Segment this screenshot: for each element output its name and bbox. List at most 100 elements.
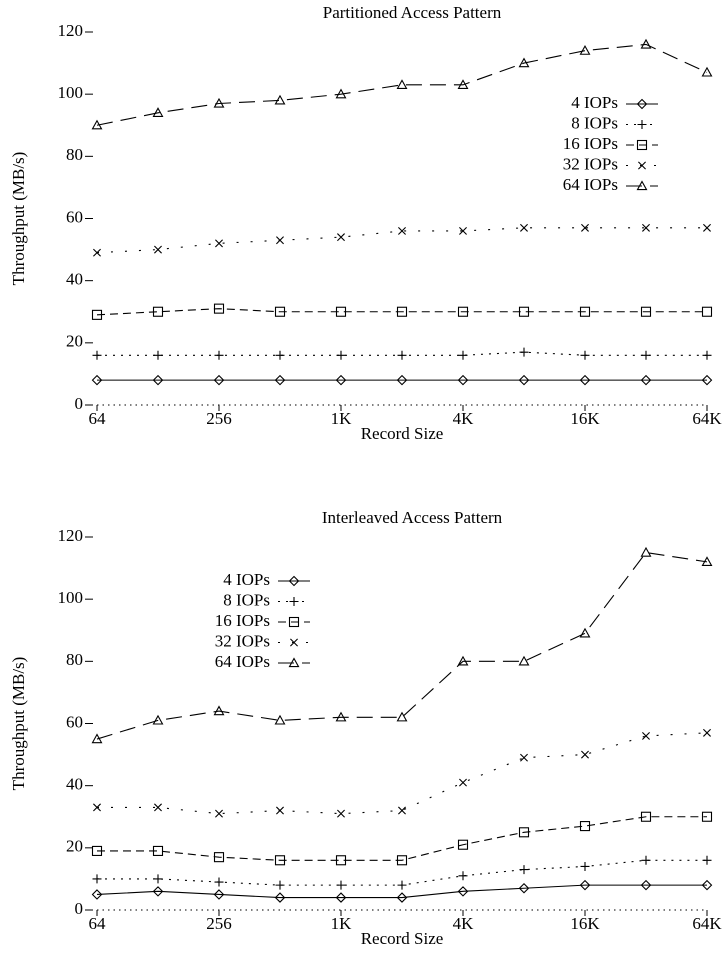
marker bbox=[154, 803, 162, 812]
marker bbox=[335, 711, 347, 722]
y-tick-label: 80 bbox=[66, 145, 83, 164]
legend-label: 4 IOPs bbox=[571, 93, 618, 112]
marker bbox=[335, 374, 347, 386]
marker bbox=[459, 226, 467, 235]
x-tick-label: 16K bbox=[570, 409, 600, 428]
y-tick-label: 60 bbox=[66, 712, 83, 731]
legend-label: 32 IOPs bbox=[215, 631, 270, 650]
marker bbox=[518, 882, 530, 894]
y-tick-label: 0 bbox=[75, 899, 84, 918]
marker bbox=[579, 306, 591, 317]
marker bbox=[335, 855, 347, 866]
marker bbox=[457, 374, 469, 386]
marker bbox=[396, 855, 408, 866]
chart-title: Partitioned Access Pattern bbox=[323, 3, 502, 22]
marker bbox=[701, 879, 713, 891]
marker bbox=[152, 886, 164, 897]
series-line bbox=[96, 551, 708, 740]
marker bbox=[702, 855, 712, 865]
y-tick-label: 40 bbox=[66, 270, 83, 289]
marker bbox=[213, 374, 225, 386]
legend-marker bbox=[288, 616, 300, 628]
y-tick-label: 60 bbox=[66, 207, 83, 226]
marker bbox=[213, 97, 225, 108]
marker bbox=[640, 879, 652, 891]
legend-label: 4 IOPs bbox=[223, 570, 270, 589]
y-tick-label: 40 bbox=[66, 775, 83, 794]
marker bbox=[458, 350, 468, 360]
marker bbox=[214, 350, 224, 360]
marker bbox=[702, 350, 712, 360]
marker bbox=[276, 806, 284, 815]
marker bbox=[396, 374, 408, 386]
marker bbox=[153, 350, 163, 360]
series-line bbox=[96, 308, 707, 316]
marker bbox=[335, 892, 347, 903]
marker bbox=[397, 350, 407, 360]
marker bbox=[642, 731, 650, 740]
marker bbox=[337, 809, 345, 818]
marker bbox=[641, 350, 651, 360]
marker bbox=[579, 45, 591, 55]
marker bbox=[398, 806, 406, 815]
marker bbox=[457, 306, 469, 317]
marker bbox=[640, 374, 652, 386]
marker bbox=[337, 233, 345, 242]
y-tick-label: 100 bbox=[58, 83, 84, 102]
marker bbox=[336, 880, 346, 890]
marker bbox=[335, 88, 347, 99]
series-line bbox=[97, 732, 708, 815]
marker bbox=[579, 821, 591, 832]
x-tick-label: 256 bbox=[206, 409, 232, 428]
x-tick-label: 64K bbox=[692, 409, 722, 428]
marker bbox=[581, 750, 589, 759]
marker bbox=[458, 871, 468, 881]
marker bbox=[701, 306, 713, 317]
y-tick-label: 20 bbox=[66, 332, 83, 351]
marker bbox=[579, 879, 591, 891]
legend-label: 8 IOPs bbox=[223, 590, 270, 609]
marker bbox=[274, 306, 286, 317]
series-line bbox=[96, 884, 707, 899]
marker bbox=[579, 627, 591, 638]
marker bbox=[154, 245, 162, 254]
marker bbox=[91, 845, 103, 856]
marker bbox=[92, 350, 102, 360]
marker bbox=[274, 374, 286, 386]
marker bbox=[91, 733, 103, 744]
marker bbox=[518, 827, 530, 838]
marker bbox=[274, 892, 286, 903]
marker bbox=[581, 223, 589, 232]
marker bbox=[275, 350, 285, 360]
marker bbox=[152, 374, 164, 386]
legend-marker bbox=[288, 657, 300, 668]
marker bbox=[93, 803, 101, 812]
marker bbox=[640, 811, 652, 822]
x-tick-label: 1K bbox=[331, 409, 353, 428]
legend-label: 64 IOPs bbox=[215, 652, 270, 671]
marker bbox=[457, 839, 469, 850]
marker bbox=[153, 874, 163, 884]
marker bbox=[215, 239, 223, 248]
marker bbox=[152, 714, 164, 725]
marker bbox=[91, 309, 103, 320]
series-line bbox=[96, 43, 708, 126]
marker bbox=[701, 374, 713, 386]
marker bbox=[701, 811, 713, 822]
marker bbox=[335, 306, 347, 317]
x-tick-label: 1K bbox=[331, 914, 353, 933]
x-tick-label: 4K bbox=[453, 914, 475, 933]
marker bbox=[152, 107, 164, 117]
legend-marker bbox=[290, 638, 298, 647]
marker bbox=[520, 223, 528, 232]
marker bbox=[276, 236, 284, 245]
y-tick-label: 0 bbox=[75, 394, 84, 413]
marker bbox=[92, 874, 102, 884]
y-tick-label: 120 bbox=[58, 21, 84, 40]
marker bbox=[336, 350, 346, 360]
marker bbox=[93, 248, 101, 257]
marker bbox=[398, 226, 406, 235]
legend-marker bbox=[288, 575, 300, 587]
marker bbox=[580, 861, 590, 871]
marker bbox=[396, 892, 408, 903]
